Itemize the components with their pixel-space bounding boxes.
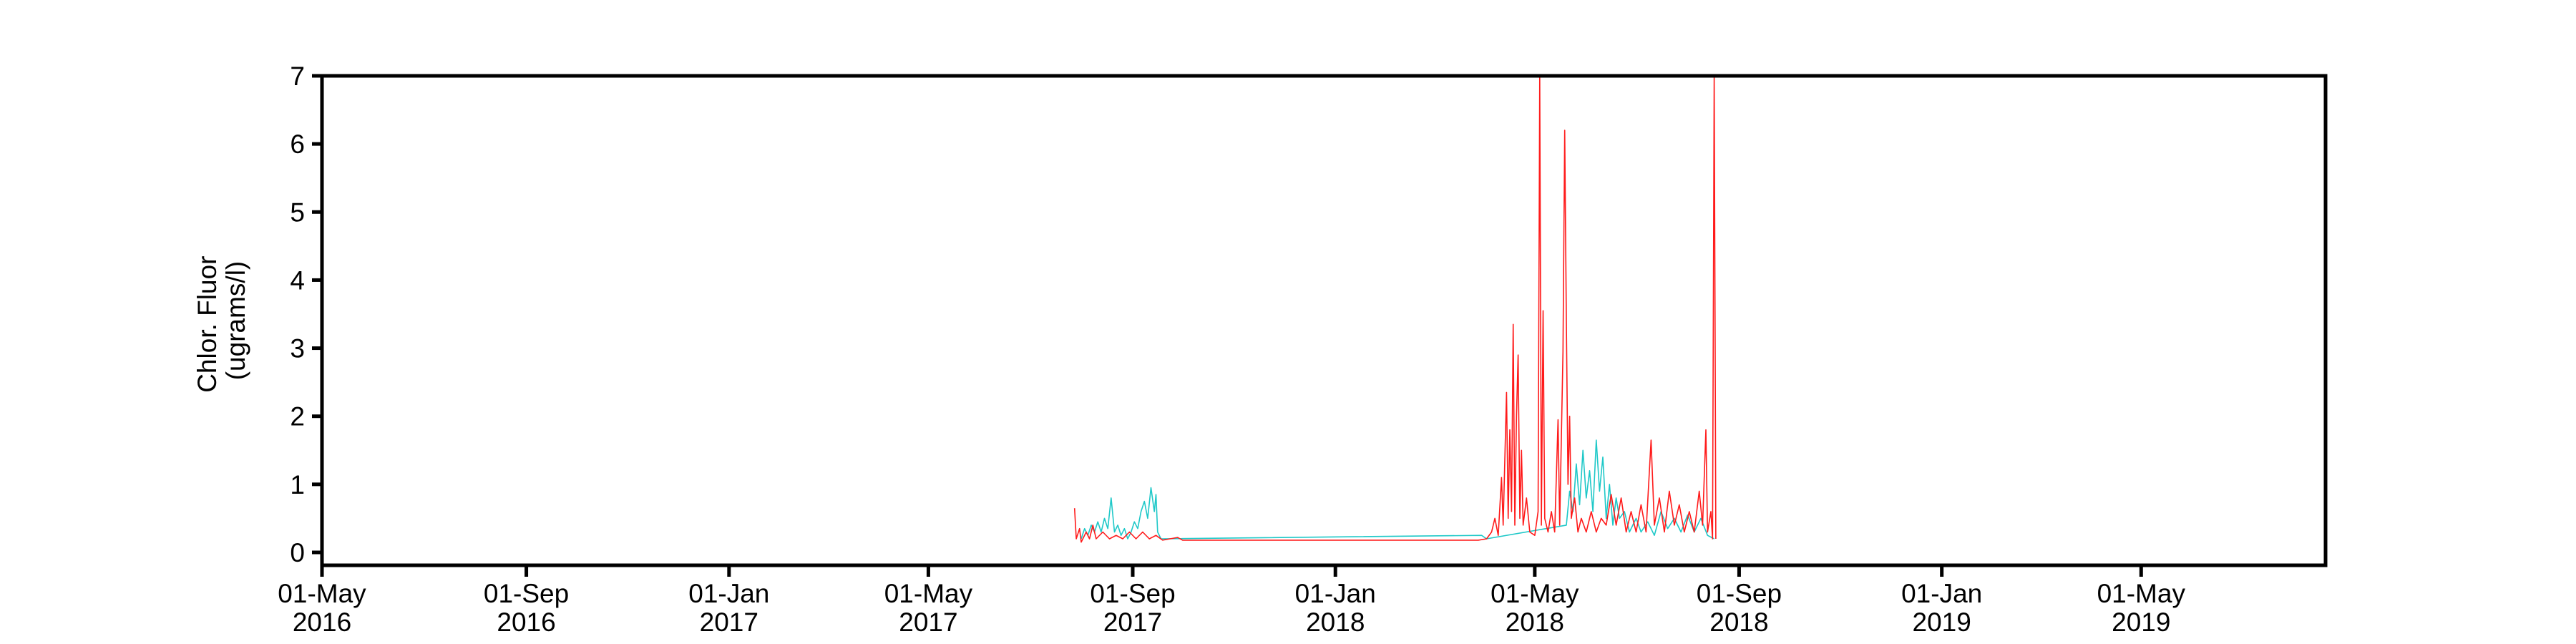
x-tick-label: 01-Sep 2018	[1697, 579, 1782, 637]
x-tick-label-month: 01-Jan	[1901, 579, 1982, 608]
x-tick-label-year: 2018	[1306, 608, 1365, 637]
x-tick-label-month: 01-May	[2097, 579, 2186, 608]
plot-frame	[320, 74, 2328, 567]
y-tick-label: 0	[290, 538, 305, 567]
x-tick-label-year: 2017	[1103, 608, 1162, 637]
x-tick-label-year: 2018	[1709, 608, 1768, 637]
y-tick-label: 6	[290, 130, 305, 159]
x-tick-label-year: 2016	[497, 608, 555, 637]
y-tick-label: 5	[290, 197, 305, 227]
series-layer	[1073, 75, 1717, 543]
x-tick-label-month: 01-Sep	[1090, 579, 1175, 608]
y-tick-label: 1	[290, 470, 305, 499]
y-tick-label: 3	[290, 334, 305, 364]
x-tick-label: 01-May 2019	[2097, 579, 2186, 637]
x-tick-label-month: 01-May	[278, 579, 366, 608]
y-axis-title-line2: (ugrams/l)	[221, 261, 250, 381]
x-tick-label-year: 2019	[2112, 608, 2170, 637]
x-tick-label: 01-Jan 2017	[688, 579, 769, 637]
x-tick-label-month: 01-Jan	[688, 579, 769, 608]
x-tick-label-year: 2017	[899, 608, 957, 637]
x-tick-label: 01-May 2018	[1491, 579, 1579, 637]
x-tick-label: 01-Jan 2018	[1295, 579, 1376, 637]
series-line-1	[1080, 439, 1714, 540]
x-tick-label: 01-Jan 2019	[1901, 579, 1982, 637]
y-tick-label: 2	[290, 402, 305, 431]
x-tick-label-year: 2018	[1506, 608, 1564, 637]
y-axis-title: Chlor. Fluor (ugrams/l)	[192, 248, 250, 393]
x-tick-label: 01-Sep 2016	[484, 579, 569, 637]
x-tick-label-year: 2019	[1913, 608, 1971, 637]
y-tick-label: 7	[290, 62, 305, 91]
series-line-2	[1073, 75, 1717, 543]
x-tick-label: 01-May 2016	[278, 579, 366, 637]
x-tick-label-month: 01-Sep	[1697, 579, 1782, 608]
x-tick-label: 01-May 2017	[884, 579, 973, 637]
x-tick-label: 01-Sep 2017	[1090, 579, 1175, 637]
x-tick-label-year: 2016	[293, 608, 351, 637]
y-tick-label: 4	[290, 265, 305, 295]
x-tick-label-month: 01-Sep	[484, 579, 569, 608]
x-tick-label-month: 01-May	[884, 579, 973, 608]
y-axis-title-line1: Chlor. Fluor	[192, 256, 222, 393]
x-tick-label-month: 01-May	[1491, 579, 1579, 608]
x-tick-label-year: 2017	[700, 608, 758, 637]
y-axis: 0 1 2 3 4 5 6 7	[290, 62, 322, 567]
x-tick-label-month: 01-Jan	[1295, 579, 1376, 608]
